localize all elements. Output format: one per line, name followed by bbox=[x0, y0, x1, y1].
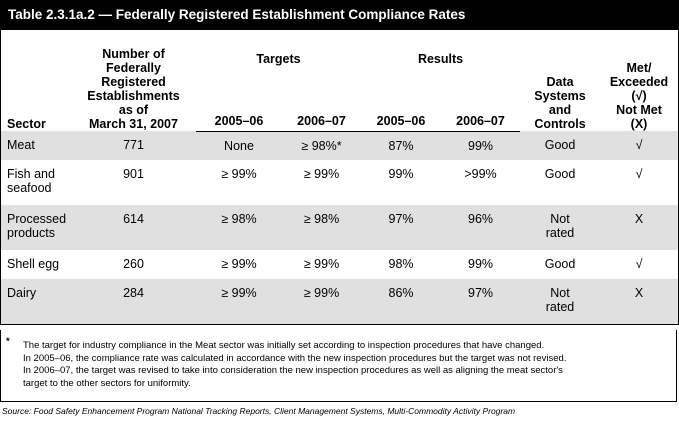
header-targets-2005: 2005–06 bbox=[196, 101, 282, 132]
data-line: Good bbox=[544, 138, 576, 152]
header-met-line: (X) bbox=[630, 117, 648, 131]
sector-line: Fish and bbox=[7, 167, 55, 181]
cell-result-2005: 97% bbox=[361, 205, 442, 250]
cell-result-2006: 97% bbox=[441, 279, 521, 324]
cell-data-systems: Not rated bbox=[520, 205, 601, 250]
cell-count: 901 bbox=[123, 167, 144, 181]
cell-met-status: X bbox=[600, 205, 679, 250]
cell-target-2005: ≥ 99% bbox=[196, 279, 282, 324]
cell-target-2005: None bbox=[196, 131, 282, 160]
cell-result-2006: 99% bbox=[468, 257, 494, 271]
cell-result-2005: 98% bbox=[388, 257, 414, 271]
header-count-line: Number of bbox=[102, 47, 165, 61]
compliance-table: Sector Number of Federally Registered Es… bbox=[1, 30, 679, 324]
sector-line: Processed bbox=[7, 212, 67, 226]
cell-result-2005: 87% bbox=[361, 131, 442, 160]
cell-count: 614 bbox=[71, 205, 196, 250]
cell-count: 260 bbox=[123, 257, 144, 271]
header-count-line: Federally bbox=[106, 61, 161, 75]
cell-target-2006: ≥ 99% bbox=[303, 257, 340, 271]
cell-data-systems: Good bbox=[520, 250, 600, 279]
header-met-line: Exceeded bbox=[609, 75, 669, 89]
data-line: rated bbox=[545, 226, 575, 240]
header-results-2006: 2006–07 bbox=[441, 101, 521, 132]
footnote-line: The target for industry compliance in th… bbox=[23, 340, 545, 351]
cell-sector: Processed products bbox=[1, 205, 71, 250]
table-row: Shell egg 260 ≥ 99% ≥ 99% 98% 99% Good √ bbox=[1, 250, 678, 279]
header-targets-group: Targets bbox=[256, 52, 301, 66]
header-count-line: Establishments bbox=[87, 89, 180, 103]
table-row: Processed products 614 ≥ 98% ≥ 98% 97% 96… bbox=[1, 205, 679, 250]
header-met-line: Not Met bbox=[616, 103, 662, 117]
cell-met-status: X bbox=[600, 279, 679, 324]
cell-result-2006: >99% bbox=[464, 167, 497, 181]
cell-count: 284 bbox=[71, 279, 196, 324]
cell-target-2006: ≥ 99% bbox=[303, 167, 340, 181]
cell-target-2006: ≥ 98% bbox=[282, 205, 362, 250]
header-count-line: March 31, 2007 bbox=[89, 117, 178, 131]
header-met-line: (√) bbox=[631, 89, 647, 103]
cell-sector: Meat bbox=[1, 131, 71, 160]
cell-data-systems: Not rated bbox=[520, 279, 601, 324]
source-note: Source: Food Safety Enhancement Program … bbox=[2, 406, 516, 416]
footnote-mark: * bbox=[6, 336, 10, 347]
footnote-line: target to the other sectors for uniformi… bbox=[23, 377, 191, 389]
cell-sector: Fish and seafood bbox=[1, 160, 71, 205]
header-sector: Sector bbox=[7, 117, 46, 131]
data-line: Not bbox=[550, 286, 570, 300]
header-data-systems: Data Systems and Controls bbox=[520, 30, 600, 131]
header-data-line: Systems bbox=[534, 89, 586, 103]
header-data-line: Controls bbox=[534, 117, 586, 131]
cell-target-2005: ≥ 98% bbox=[196, 205, 282, 250]
cell-met-status: √ bbox=[600, 131, 679, 160]
table-row: Meat 771 None ≥ 98%* 87% 99% Good √ bbox=[1, 131, 679, 160]
header-met-status: Met/ Exceeded (√) Not Met (X) bbox=[600, 30, 678, 131]
data-line: Good bbox=[544, 257, 576, 271]
cell-sector: Shell egg bbox=[1, 250, 71, 279]
cell-target-2006: ≥ 98%* bbox=[282, 131, 362, 160]
cell-met-status: √ bbox=[635, 257, 643, 271]
table-row: Dairy 284 ≥ 99% ≥ 99% 86% 97% Not rated X bbox=[1, 279, 679, 324]
footnote-text: The target for industry compliance in th… bbox=[23, 340, 673, 390]
data-line: Good bbox=[544, 167, 576, 181]
cell-sector: Dairy bbox=[1, 279, 71, 324]
cell-target-2005: ≥ 99% bbox=[221, 167, 257, 181]
cell-data-systems: Good bbox=[520, 160, 600, 205]
sector-line: products bbox=[7, 226, 55, 240]
header-targets-2006: 2006–07 bbox=[282, 101, 362, 132]
header-data-line: Data bbox=[546, 75, 574, 89]
header-data-line: and bbox=[548, 103, 572, 117]
cell-result-2006: 99% bbox=[441, 131, 521, 160]
cell-result-2006: 96% bbox=[441, 205, 521, 250]
cell-target-2006: ≥ 99% bbox=[282, 279, 362, 324]
cell-count: 771 bbox=[71, 131, 196, 160]
cell-result-2005: 99% bbox=[388, 167, 414, 181]
cell-data-systems: Good bbox=[520, 131, 601, 160]
sector-line: Meat bbox=[7, 138, 35, 152]
cell-result-2005: 86% bbox=[361, 279, 442, 324]
header-count-line: Registered bbox=[101, 75, 166, 89]
sector-line: seafood bbox=[7, 181, 52, 195]
table-row: Fish and seafood 901 ≥ 99% ≥ 99% 99% >99%… bbox=[1, 160, 678, 205]
header-count-line: as of bbox=[118, 103, 149, 117]
footnote-line: In 2005–06, the compliance rate was calc… bbox=[23, 352, 567, 364]
header-results-2005: 2005–06 bbox=[361, 101, 442, 132]
data-line: rated bbox=[545, 300, 575, 314]
table-title: Table 2.3.1a.2 — Federally Registered Es… bbox=[0, 0, 679, 30]
data-line: Not bbox=[550, 212, 570, 226]
footnote-box: * The target for industry compliance in … bbox=[0, 330, 677, 402]
cell-target-2005: ≥ 99% bbox=[221, 257, 257, 271]
sector-line: Dairy bbox=[7, 286, 37, 300]
compliance-table-frame: Sector Number of Federally Registered Es… bbox=[0, 30, 679, 325]
header-establishment-count: Number of Federally Registered Establish… bbox=[71, 30, 196, 131]
header-results-group: Results bbox=[417, 52, 464, 66]
footnote-line: In 2006–07, the target was revised to ta… bbox=[23, 365, 563, 376]
cell-met-status: √ bbox=[635, 167, 643, 181]
header-met-line: Met/ bbox=[626, 61, 652, 75]
sector-line: Shell egg bbox=[7, 257, 60, 271]
